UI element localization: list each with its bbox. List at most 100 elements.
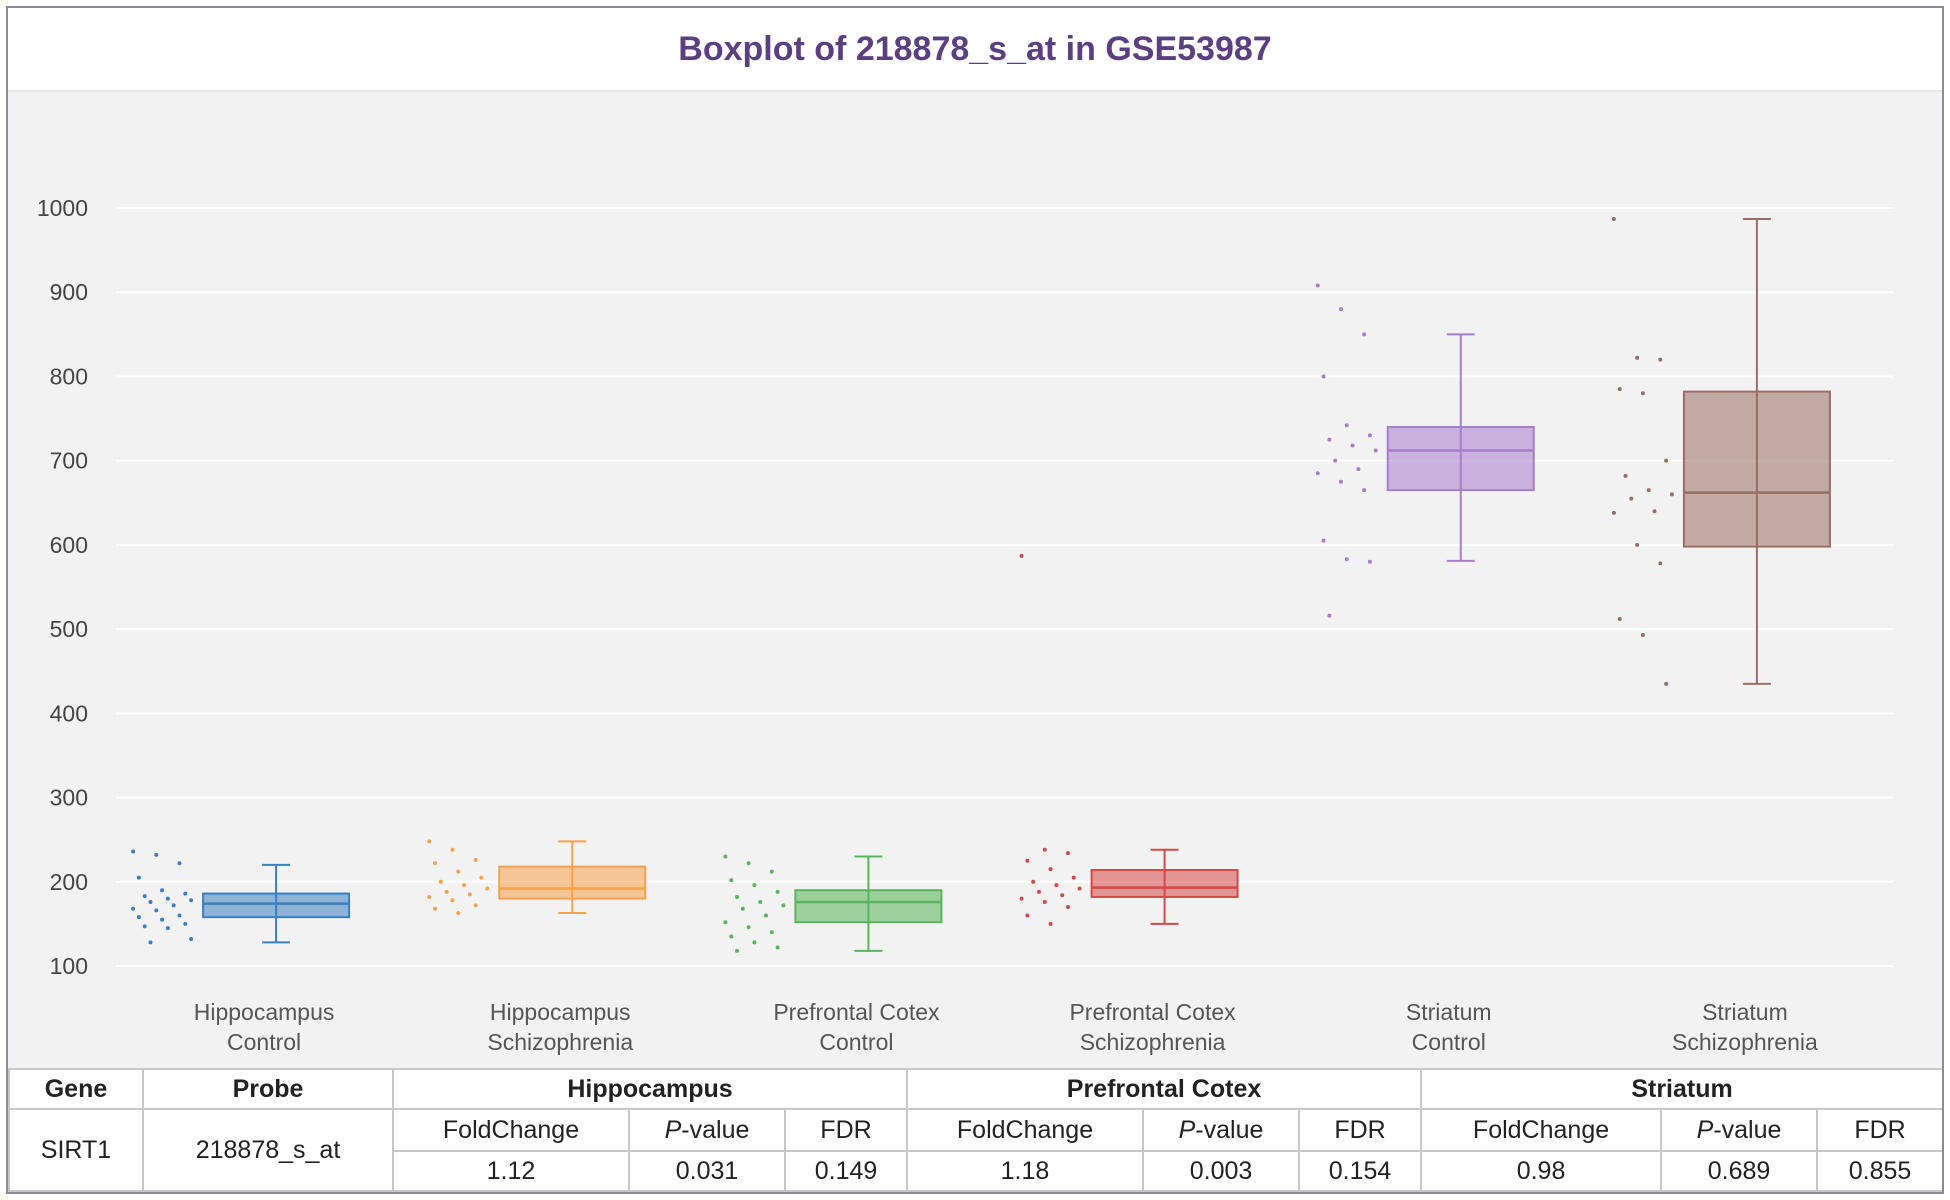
- cell-pfc-pvalue: 0.003: [1142, 1150, 1300, 1192]
- data-point: [1623, 473, 1628, 478]
- data-point: [148, 940, 153, 945]
- box-group: [723, 854, 943, 953]
- data-point: [473, 857, 478, 862]
- data-point: [1315, 471, 1320, 476]
- data-point: [1031, 879, 1036, 884]
- data-point: [1367, 433, 1372, 438]
- data-point: [1344, 423, 1349, 428]
- data-point: [1065, 851, 1070, 856]
- y-tick-label: 900: [50, 279, 88, 305]
- x-category-label: Schizophrenia: [1080, 1029, 1226, 1055]
- data-point: [752, 883, 757, 888]
- x-category-label: Control: [1412, 1029, 1486, 1055]
- y-tick-label: 200: [50, 869, 88, 895]
- data-point: [1629, 496, 1634, 501]
- cell-pfc-foldchange: 1.18: [906, 1150, 1144, 1192]
- data-point: [746, 925, 751, 930]
- cell-str-foldchange: 0.98: [1420, 1150, 1663, 1192]
- x-category-label: Prefrontal Cotex: [773, 999, 940, 1025]
- data-point: [1617, 617, 1622, 622]
- data-point: [1019, 896, 1024, 901]
- table-subheader-row: SIRT1 218878_s_at FoldChange P-value FDR…: [8, 1108, 1942, 1192]
- chart-frame: Boxplot of 218878_s_at in GSE53987 100 20…: [6, 6, 1944, 1194]
- subheader-pfc-fdr: FDR: [1297, 1108, 1423, 1152]
- data-point: [1617, 387, 1622, 392]
- data-point: [142, 924, 147, 929]
- data-point: [1048, 921, 1053, 926]
- p-letter: P: [664, 1115, 682, 1144]
- data-point: [1669, 492, 1674, 497]
- data-point: [473, 903, 478, 908]
- data-point: [154, 852, 159, 857]
- data-point: [450, 847, 455, 852]
- data-point: [142, 894, 147, 899]
- box-group: [1611, 216, 1831, 686]
- data-point: [1036, 889, 1041, 894]
- data-point: [427, 839, 432, 844]
- header-prefrontal-cotex: Prefrontal Cotex: [905, 1068, 1423, 1110]
- data-point: [154, 908, 159, 913]
- data-point: [1327, 613, 1332, 618]
- data-point: [450, 898, 455, 903]
- subheader-hip-pvalue: P-value: [628, 1108, 786, 1152]
- data-point: [1042, 847, 1047, 852]
- data-point: [735, 894, 740, 899]
- subheader-str-foldchange: FoldChange: [1420, 1108, 1663, 1152]
- data-point: [427, 894, 432, 899]
- data-point: [769, 930, 774, 935]
- header-probe: Probe: [142, 1068, 394, 1110]
- data-point: [1362, 332, 1367, 337]
- cell-hip-pvalue: 0.031: [628, 1150, 786, 1192]
- data-point: [729, 934, 734, 939]
- cell-hip-fdr: 0.149: [784, 1150, 908, 1192]
- data-point: [183, 891, 188, 896]
- data-point: [1060, 893, 1065, 898]
- stats-table: Gene Probe Hippocampus Prefrontal Cotex …: [8, 1068, 1942, 1192]
- data-point: [462, 883, 467, 888]
- x-category-label: Control: [227, 1029, 301, 1055]
- data-point: [485, 886, 490, 891]
- subheader-pfc-foldchange: FoldChange: [906, 1108, 1144, 1152]
- data-point: [1640, 633, 1645, 638]
- data-point: [1652, 509, 1657, 514]
- data-point: [1327, 437, 1332, 442]
- data-point: [723, 920, 728, 925]
- data-point: [740, 906, 745, 911]
- data-point: [1321, 538, 1326, 543]
- data-point: [160, 888, 165, 893]
- header-hippocampus: Hippocampus: [392, 1068, 908, 1110]
- y-tick-label: 1000: [37, 195, 88, 221]
- x-category-label: Hippocampus: [490, 999, 631, 1025]
- x-category-label: Control: [819, 1029, 893, 1055]
- p-suffix: -value: [681, 1115, 750, 1144]
- data-point: [136, 875, 141, 880]
- data-point: [1315, 283, 1320, 288]
- header-gene: Gene: [8, 1068, 144, 1110]
- box: [202, 892, 351, 919]
- cell-hip-foldchange: 1.12: [392, 1150, 630, 1192]
- data-point: [1344, 557, 1349, 562]
- chart-title: Boxplot of 218878_s_at in GSE53987: [678, 29, 1272, 68]
- box-group: [427, 839, 647, 915]
- cell-gene: SIRT1: [8, 1108, 144, 1192]
- data-point: [131, 906, 136, 911]
- data-point: [1048, 867, 1053, 872]
- data-point: [165, 896, 170, 901]
- x-category-label: Striatum: [1406, 999, 1492, 1025]
- data-point: [160, 917, 165, 922]
- box-group: [131, 849, 351, 945]
- data-point: [1362, 488, 1367, 493]
- subheader-hip-fdr: FDR: [784, 1108, 908, 1152]
- data-point: [1611, 216, 1616, 221]
- data-point: [735, 948, 740, 953]
- data-point: [1065, 905, 1070, 910]
- data-point: [1321, 374, 1326, 379]
- header-striatum: Striatum: [1420, 1068, 1942, 1110]
- data-point: [165, 926, 170, 931]
- data-point: [723, 854, 728, 859]
- data-point: [1640, 391, 1645, 396]
- cell-pfc-fdr: 0.154: [1297, 1150, 1423, 1192]
- x-category-label: Prefrontal Cotex: [1069, 999, 1236, 1025]
- data-point: [171, 903, 176, 908]
- subheader-str-fdr: FDR: [1816, 1108, 1942, 1152]
